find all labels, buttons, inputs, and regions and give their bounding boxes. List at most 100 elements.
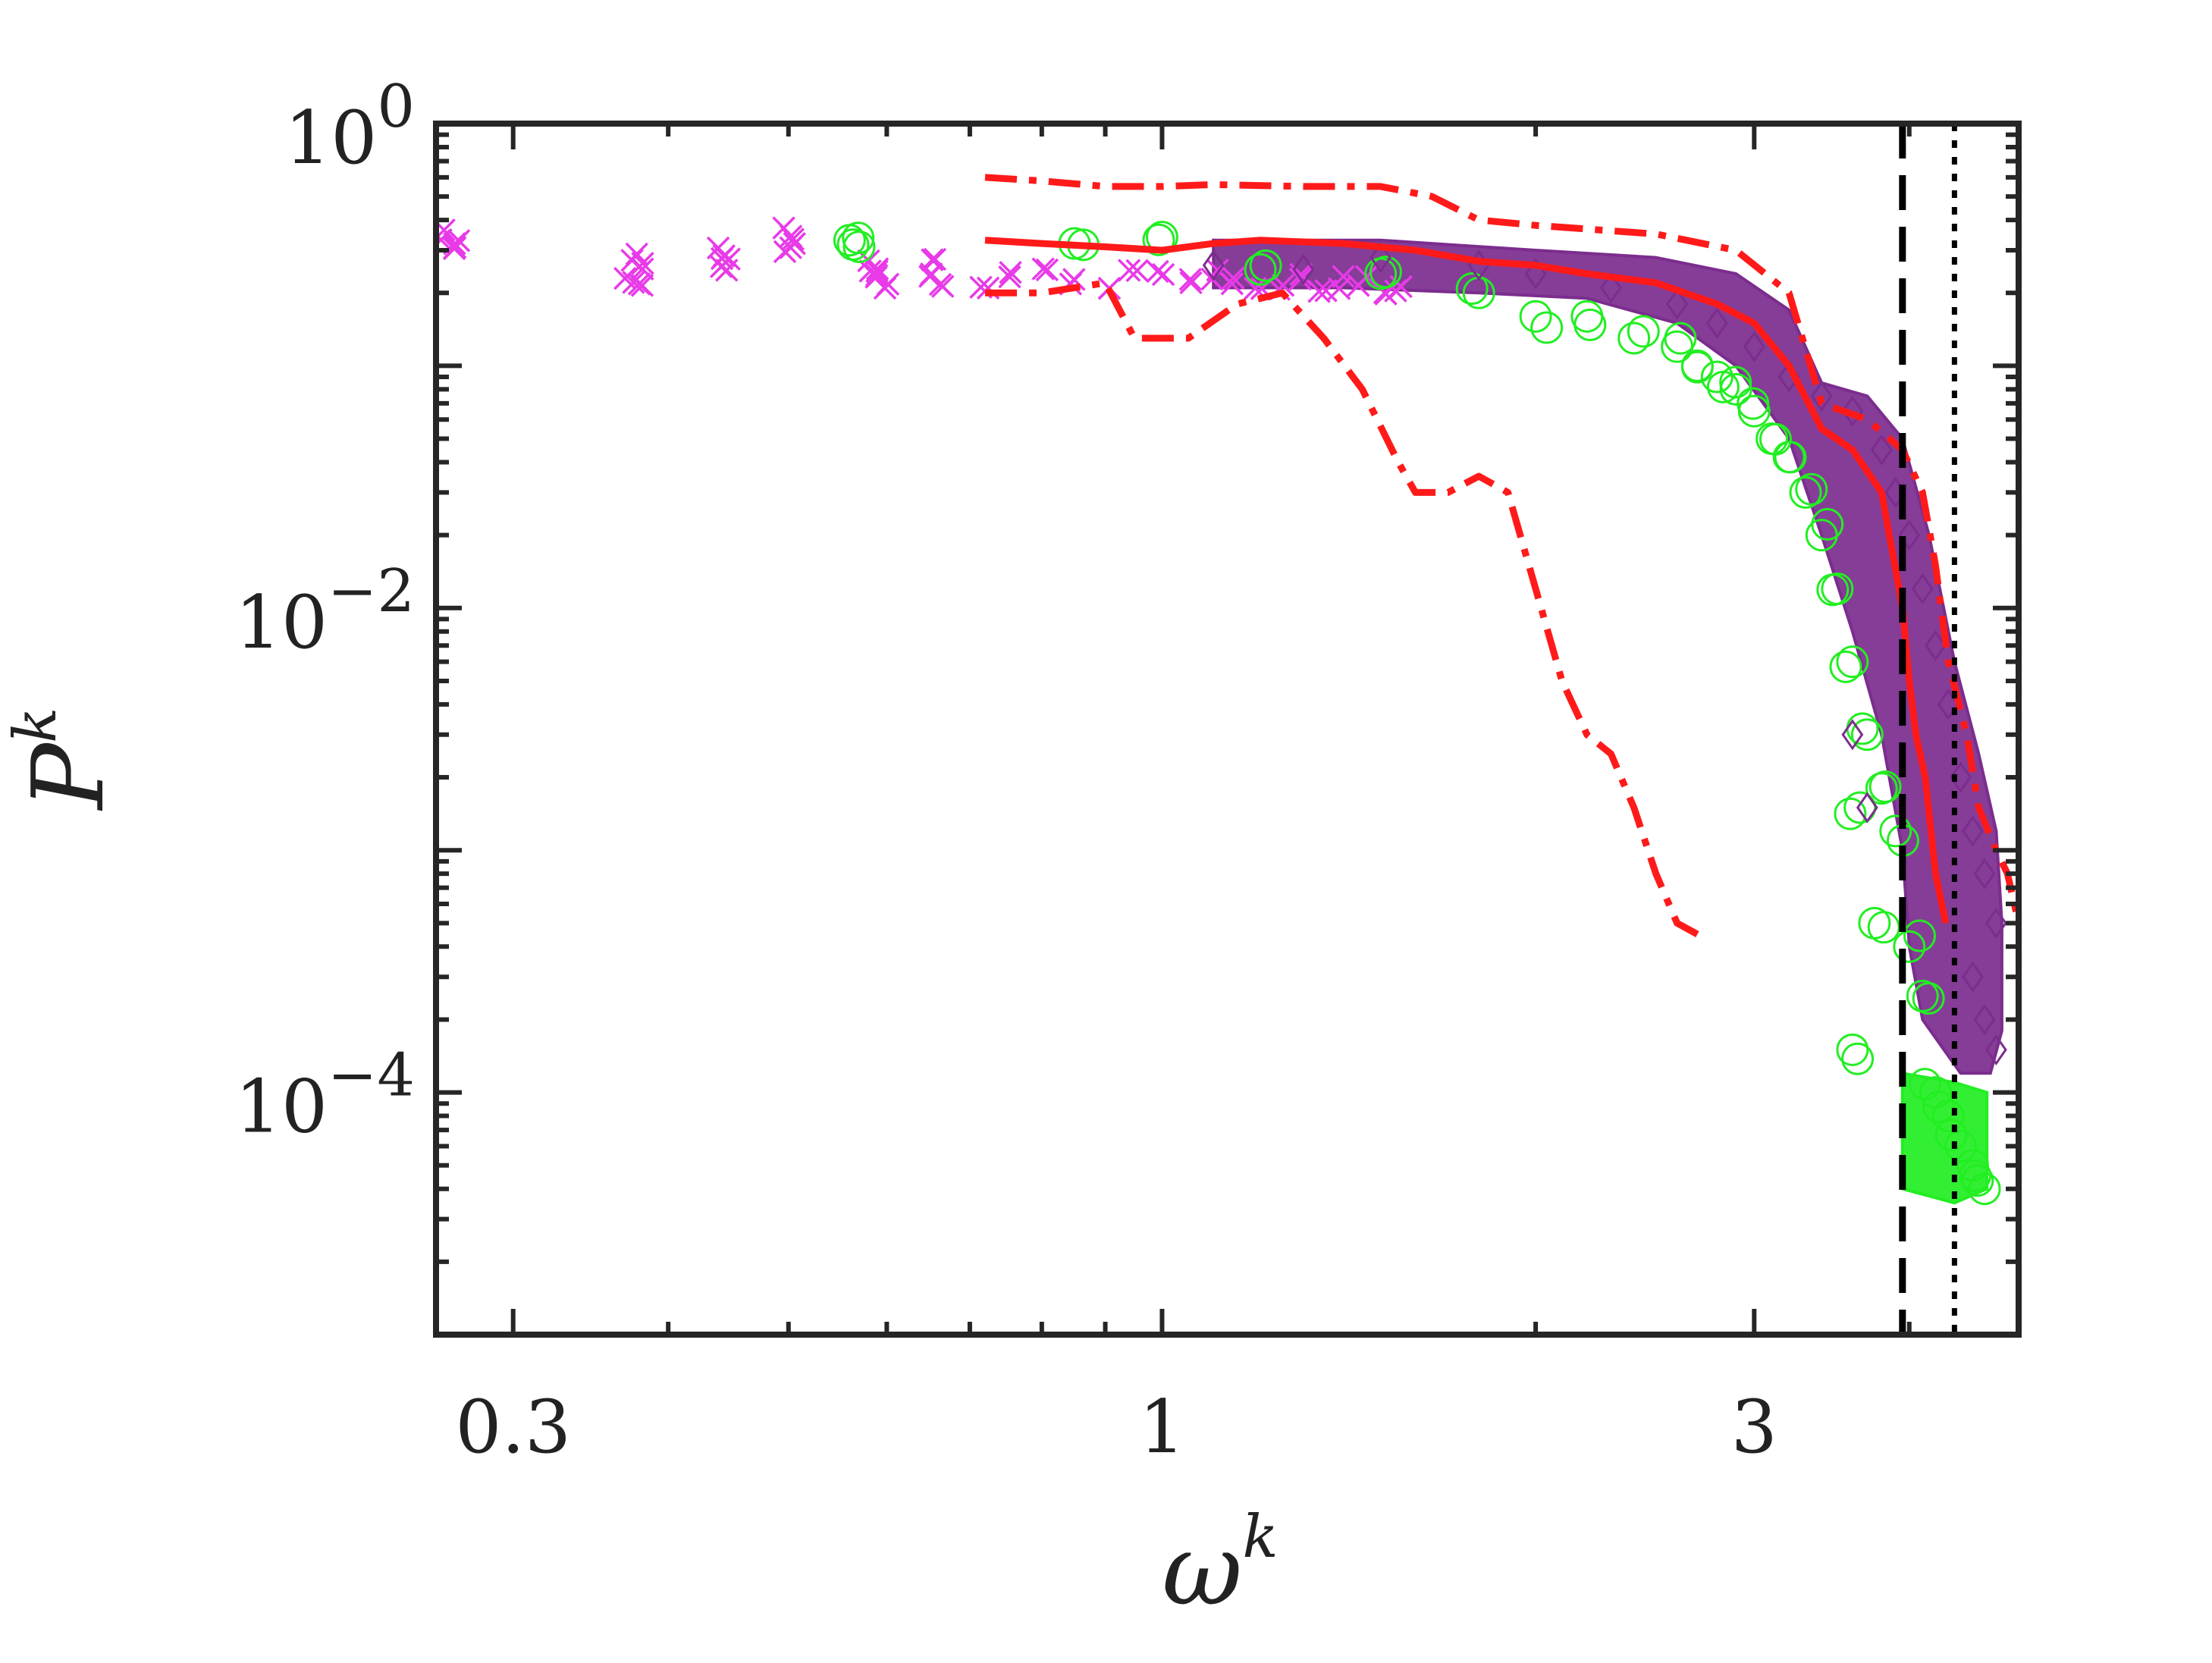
point-diamond: [1810, 380, 1833, 412]
point-circle: [1893, 930, 1926, 963]
point-x: [998, 265, 1021, 289]
point-circle: [842, 221, 875, 255]
point-x: [1220, 272, 1244, 296]
point-circle: [1846, 712, 1879, 745]
point-x: [1117, 259, 1141, 282]
y-tick-label-exp: 0: [377, 73, 415, 141]
point-circle: [1834, 797, 1867, 830]
point-diamond: [1666, 288, 1689, 320]
point-circle: [836, 228, 870, 262]
point-x: [1178, 268, 1202, 291]
point-circle: [1617, 322, 1651, 355]
point-x: [773, 240, 797, 264]
point-circle: [1795, 472, 1828, 506]
point-circle: [1912, 982, 1945, 1015]
point-diamond: [1973, 858, 1996, 890]
y-axis-label-base: P: [11, 741, 126, 811]
point-x: [613, 266, 637, 290]
point-circle: [1530, 311, 1564, 344]
y-tick-label-base: 10: [284, 96, 377, 180]
point-diamond: [1600, 271, 1622, 304]
point-circle: [1903, 919, 1937, 952]
point-x: [1222, 266, 1245, 290]
axes-frame: [433, 121, 2022, 1338]
point-diamond: [1985, 907, 2007, 939]
y-tick-label: 10−2: [235, 557, 415, 665]
point-x: [1146, 259, 1169, 284]
point-x: [710, 246, 734, 271]
point-circle: [1774, 441, 1807, 474]
point-x: [1332, 265, 1355, 288]
point-circle: [1519, 300, 1552, 333]
point-diamond: [1292, 253, 1315, 285]
point-circle: [1719, 366, 1752, 399]
point-diamond: [1202, 249, 1225, 281]
point-x: [627, 272, 651, 296]
x-axis-label: ωk: [1162, 1503, 1278, 1627]
point-x: [1151, 262, 1175, 287]
point-circle: [1836, 645, 1869, 679]
point-x: [631, 252, 654, 275]
point-x: [442, 237, 466, 261]
point-circle: [1934, 1119, 1968, 1152]
point-diamond: [1925, 629, 1947, 661]
band-0: [1212, 238, 2003, 1075]
point-diamond: [1743, 331, 1765, 362]
y-tick-label-base: 10: [235, 580, 328, 665]
point-diamond: [1911, 573, 1934, 605]
point-diamond: [1962, 815, 1984, 847]
y-tick-label-base: 10: [235, 1065, 328, 1150]
point-circle: [1879, 814, 1912, 848]
point-circle: [1455, 272, 1489, 306]
point-circle: [1961, 1164, 1994, 1197]
series-x: [436, 216, 1413, 306]
x-tick-label: 3: [1731, 1385, 1777, 1470]
x-tick-label: 0.3: [455, 1385, 571, 1470]
point-x: [1035, 258, 1059, 282]
point-x: [1384, 279, 1407, 303]
y-axis-label-sup: k: [2, 708, 70, 743]
point-x: [715, 259, 739, 282]
y-tick-label-exp: −4: [328, 1042, 415, 1110]
point-circle: [1836, 1033, 1869, 1066]
point-circle: [1850, 718, 1884, 751]
point-diamond: [1898, 519, 1921, 551]
point-x: [865, 257, 890, 281]
line-dashdot-2: [985, 279, 1699, 937]
y-tick-label-exp: −2: [328, 557, 415, 626]
point-circle: [1922, 1090, 1956, 1124]
point-x: [999, 261, 1022, 284]
point-circle: [1843, 791, 1877, 824]
point-circle: [1249, 249, 1282, 282]
point-x: [772, 216, 795, 240]
point-x: [923, 247, 947, 271]
point-diamond: [1370, 241, 1392, 274]
point-circle: [1244, 253, 1277, 286]
point-circle: [1664, 322, 1697, 355]
point-circle: [1142, 223, 1175, 256]
point-x: [1031, 257, 1055, 281]
point-circle: [1841, 1042, 1875, 1075]
point-diamond: [1870, 434, 1893, 466]
line-solid-0: [984, 237, 1950, 924]
y-tick-label: 100: [284, 73, 415, 180]
point-circle: [1931, 1100, 1965, 1133]
point-x: [631, 257, 654, 281]
y-tick-label: 10−4: [235, 1042, 415, 1150]
series-circle: [833, 221, 2001, 1206]
point-circle: [1789, 475, 1822, 509]
point-x: [928, 272, 952, 297]
point-x: [1179, 271, 1203, 295]
point-x: [865, 259, 889, 283]
point-diamond: [1856, 792, 1878, 824]
point-diamond: [1950, 761, 1972, 793]
point-x: [921, 248, 944, 271]
point-x: [1307, 280, 1331, 303]
point-circle: [1627, 315, 1660, 348]
data-layer: [436, 124, 2019, 1335]
point-circle: [1574, 308, 1607, 341]
point-x: [1327, 277, 1351, 300]
